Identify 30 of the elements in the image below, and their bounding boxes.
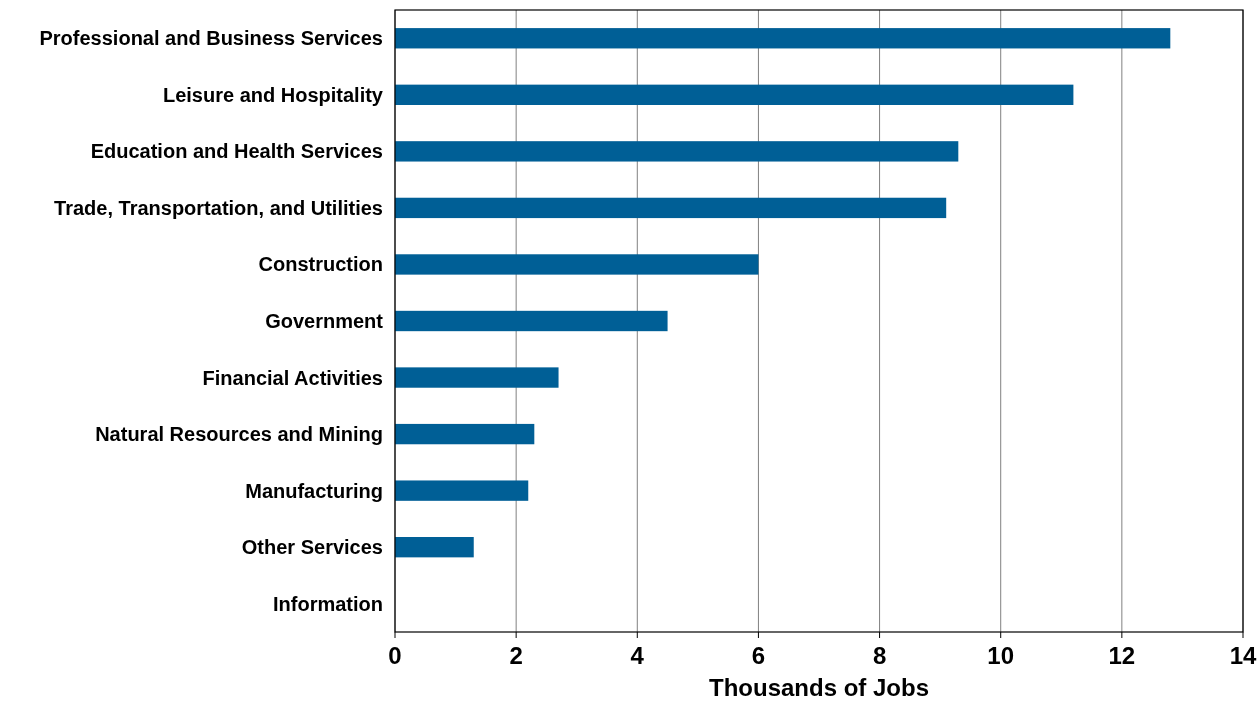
bar <box>395 537 474 558</box>
bar <box>395 310 668 332</box>
x-axis-title: Thousands of Jobs <box>708 674 930 701</box>
bar <box>395 480 529 501</box>
x-tick-label: 4 <box>630 642 645 669</box>
bar <box>395 141 959 162</box>
x-tick-label: 0 <box>388 642 402 669</box>
x-tick-label: 12 <box>1108 642 1136 669</box>
bar <box>395 254 759 275</box>
y-tick-label: Construction <box>258 253 383 276</box>
bar <box>395 28 1171 49</box>
y-tick-label: Leisure and Hospitality <box>162 83 384 106</box>
y-tick-label: Information <box>273 592 383 615</box>
x-tick-label: 2 <box>509 642 523 669</box>
bar <box>395 84 1074 105</box>
y-tick-label: Professional and Business Services <box>39 27 383 50</box>
bar <box>395 197 947 219</box>
x-tick-label: 10 <box>987 642 1015 669</box>
y-tick-label: Trade, Transportation, and Utilities <box>54 196 383 219</box>
y-tick-label: Other Services <box>241 536 383 559</box>
x-tick-label: 6 <box>751 642 766 669</box>
y-tick-label: Education and Health Services <box>90 140 383 163</box>
y-tick-label: Manufacturing <box>245 479 383 502</box>
x-tick-label: 8 <box>872 642 887 669</box>
y-tick-label: Natural Resources and Mining <box>95 423 383 446</box>
bar <box>395 423 535 445</box>
y-tick-label: Financial Activities <box>202 366 383 389</box>
y-tick-label: Government <box>265 310 384 332</box>
bar <box>395 367 559 388</box>
x-tick-label: 14 <box>1229 642 1257 669</box>
